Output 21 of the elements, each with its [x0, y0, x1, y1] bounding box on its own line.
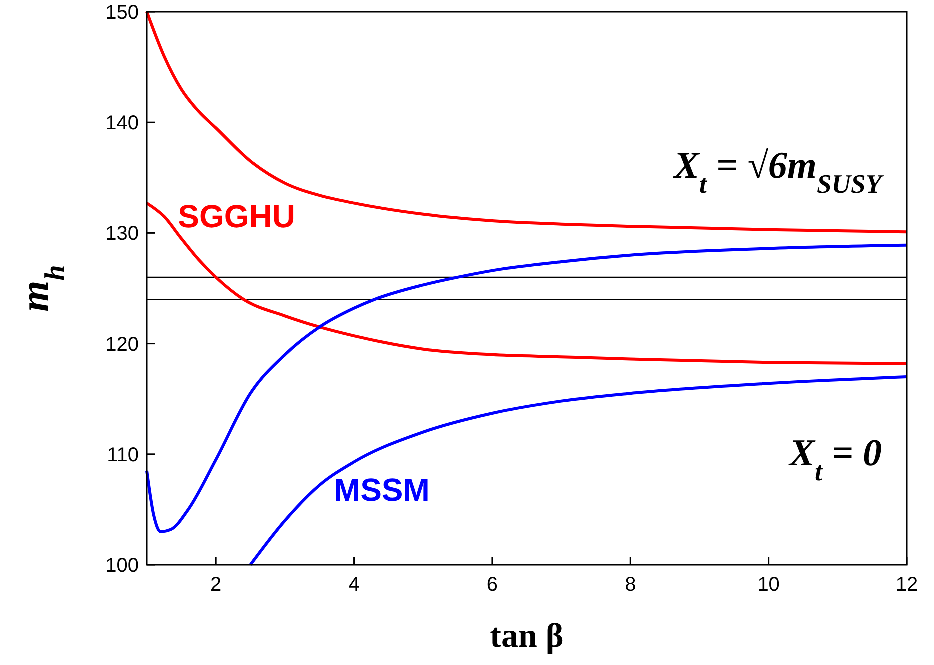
y-tick-label: 130: [106, 223, 139, 246]
annotation: X$_{t}$ = 0: [788, 432, 882, 486]
y-tick-label: 150: [106, 2, 139, 24]
x-tick-label: 8: [625, 574, 636, 596]
series-label: SGGHU: [178, 198, 296, 235]
line-series: [146, 10, 908, 234]
line-series: [249, 375, 908, 566]
x-tick-label: 6: [486, 574, 498, 596]
x-tick-label: 10: [758, 574, 780, 596]
annotation: X$_{t}$ = √6m$_{SUSY}$: [673, 144, 885, 199]
y-tick-label: 140: [106, 112, 139, 135]
x-tick-label: 4: [348, 574, 360, 596]
x-axis-title: tan β: [490, 618, 564, 655]
line-series: [146, 202, 908, 366]
series-label: MSSM: [334, 472, 430, 508]
y-tick-label: 100: [106, 555, 139, 577]
x-tick-label: 2: [210, 574, 222, 596]
y-tick-label: 110: [107, 444, 139, 466]
line-series: [146, 244, 908, 534]
x-tick-label: 12: [896, 574, 918, 596]
y-tick-label: 120: [106, 334, 139, 356]
